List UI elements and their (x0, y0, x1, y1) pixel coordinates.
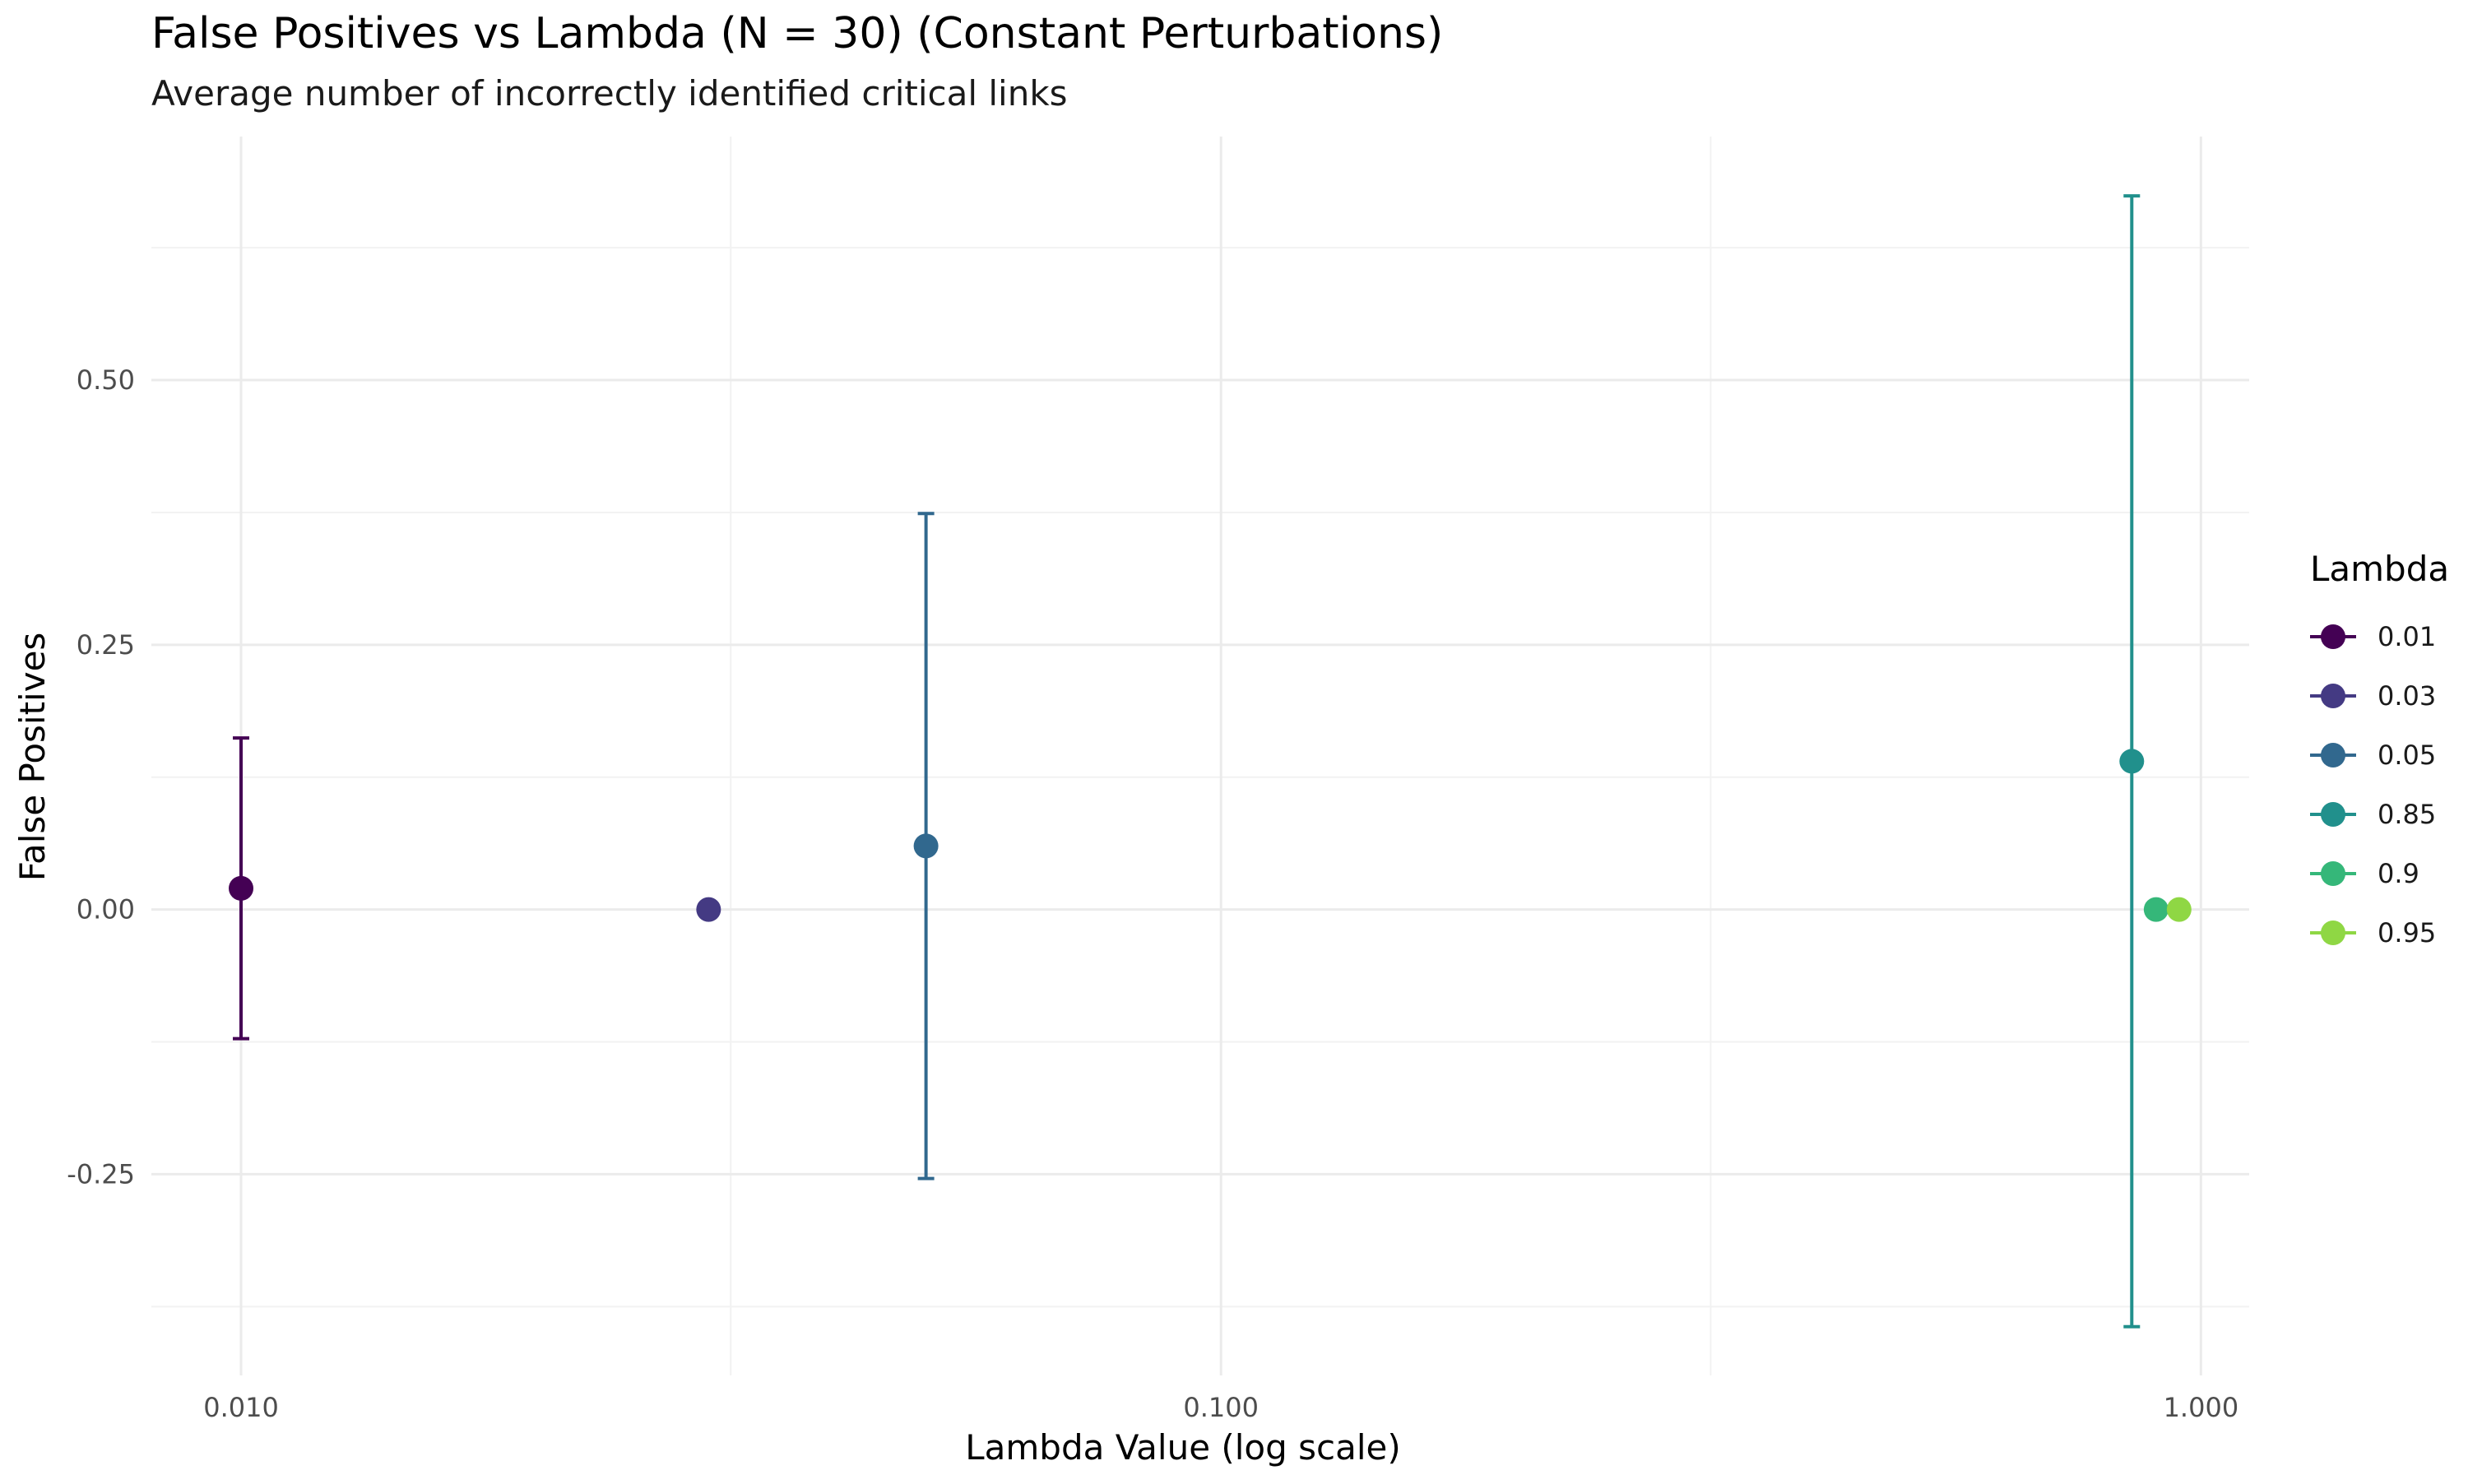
data-point-0.95 (2166, 897, 2192, 922)
legend-swatch (2321, 624, 2345, 649)
data-point-0.01 (229, 875, 254, 901)
chart-title: False Positives vs Lambda (N = 30) (Cons… (151, 9, 1443, 58)
legend-item-0.05: 0.05 (2310, 740, 2436, 771)
grid-layer (151, 137, 2249, 1375)
data-point-0.03 (696, 897, 721, 922)
x-axis-ticks: 0.010 0.100 1.000 (203, 1392, 2238, 1423)
legend-item-0.01: 0.01 (2310, 621, 2436, 652)
legend-label: 0.01 (2378, 621, 2436, 652)
y-axis-ticks: -0.25 0.00 0.25 0.50 (67, 364, 135, 1190)
x-tick-label: 0.100 (1183, 1392, 1259, 1423)
legend-items: 0.01 0.03 0.05 0.85 0.9 0.95 (2310, 621, 2436, 948)
x-tick-label: 0.010 (203, 1392, 279, 1423)
legend-label: 0.85 (2378, 799, 2436, 830)
y-tick-label: 0.25 (77, 629, 135, 661)
legend-label: 0.03 (2378, 680, 2436, 712)
legend-item-0.85: 0.85 (2310, 799, 2436, 830)
legend-swatch (2321, 684, 2345, 708)
legend-title: Lambda (2310, 549, 2449, 589)
y-tick-label: 0.00 (77, 894, 135, 925)
x-axis-title: Lambda Value (log scale) (965, 1427, 1401, 1468)
y-axis-title: False Positives (12, 633, 53, 882)
legend-swatch (2321, 802, 2345, 827)
y-tick-label: 0.50 (77, 364, 135, 396)
data-points (229, 749, 2192, 922)
legend-label: 0.9 (2378, 858, 2419, 889)
legend-item-0.9: 0.9 (2310, 858, 2419, 889)
data-point-0.9 (2143, 897, 2169, 922)
legend-label: 0.95 (2378, 917, 2436, 948)
legend-swatch (2321, 743, 2345, 768)
legend-item-0.03: 0.03 (2310, 680, 2436, 712)
legend-label: 0.05 (2378, 740, 2436, 771)
x-tick-label: 1.000 (2164, 1392, 2239, 1423)
chart-subtitle: Average number of incorrectly identified… (151, 73, 1068, 114)
legend-swatch (2321, 861, 2345, 886)
data-point-0.85 (2119, 749, 2145, 774)
legend: Lambda 0.01 0.03 0.05 0.85 0.9 0.95 (2310, 549, 2449, 948)
legend-swatch (2321, 921, 2345, 945)
data-point-0.05 (913, 833, 939, 859)
legend-item-0.95: 0.95 (2310, 917, 2436, 948)
y-tick-label: -0.25 (67, 1158, 135, 1190)
